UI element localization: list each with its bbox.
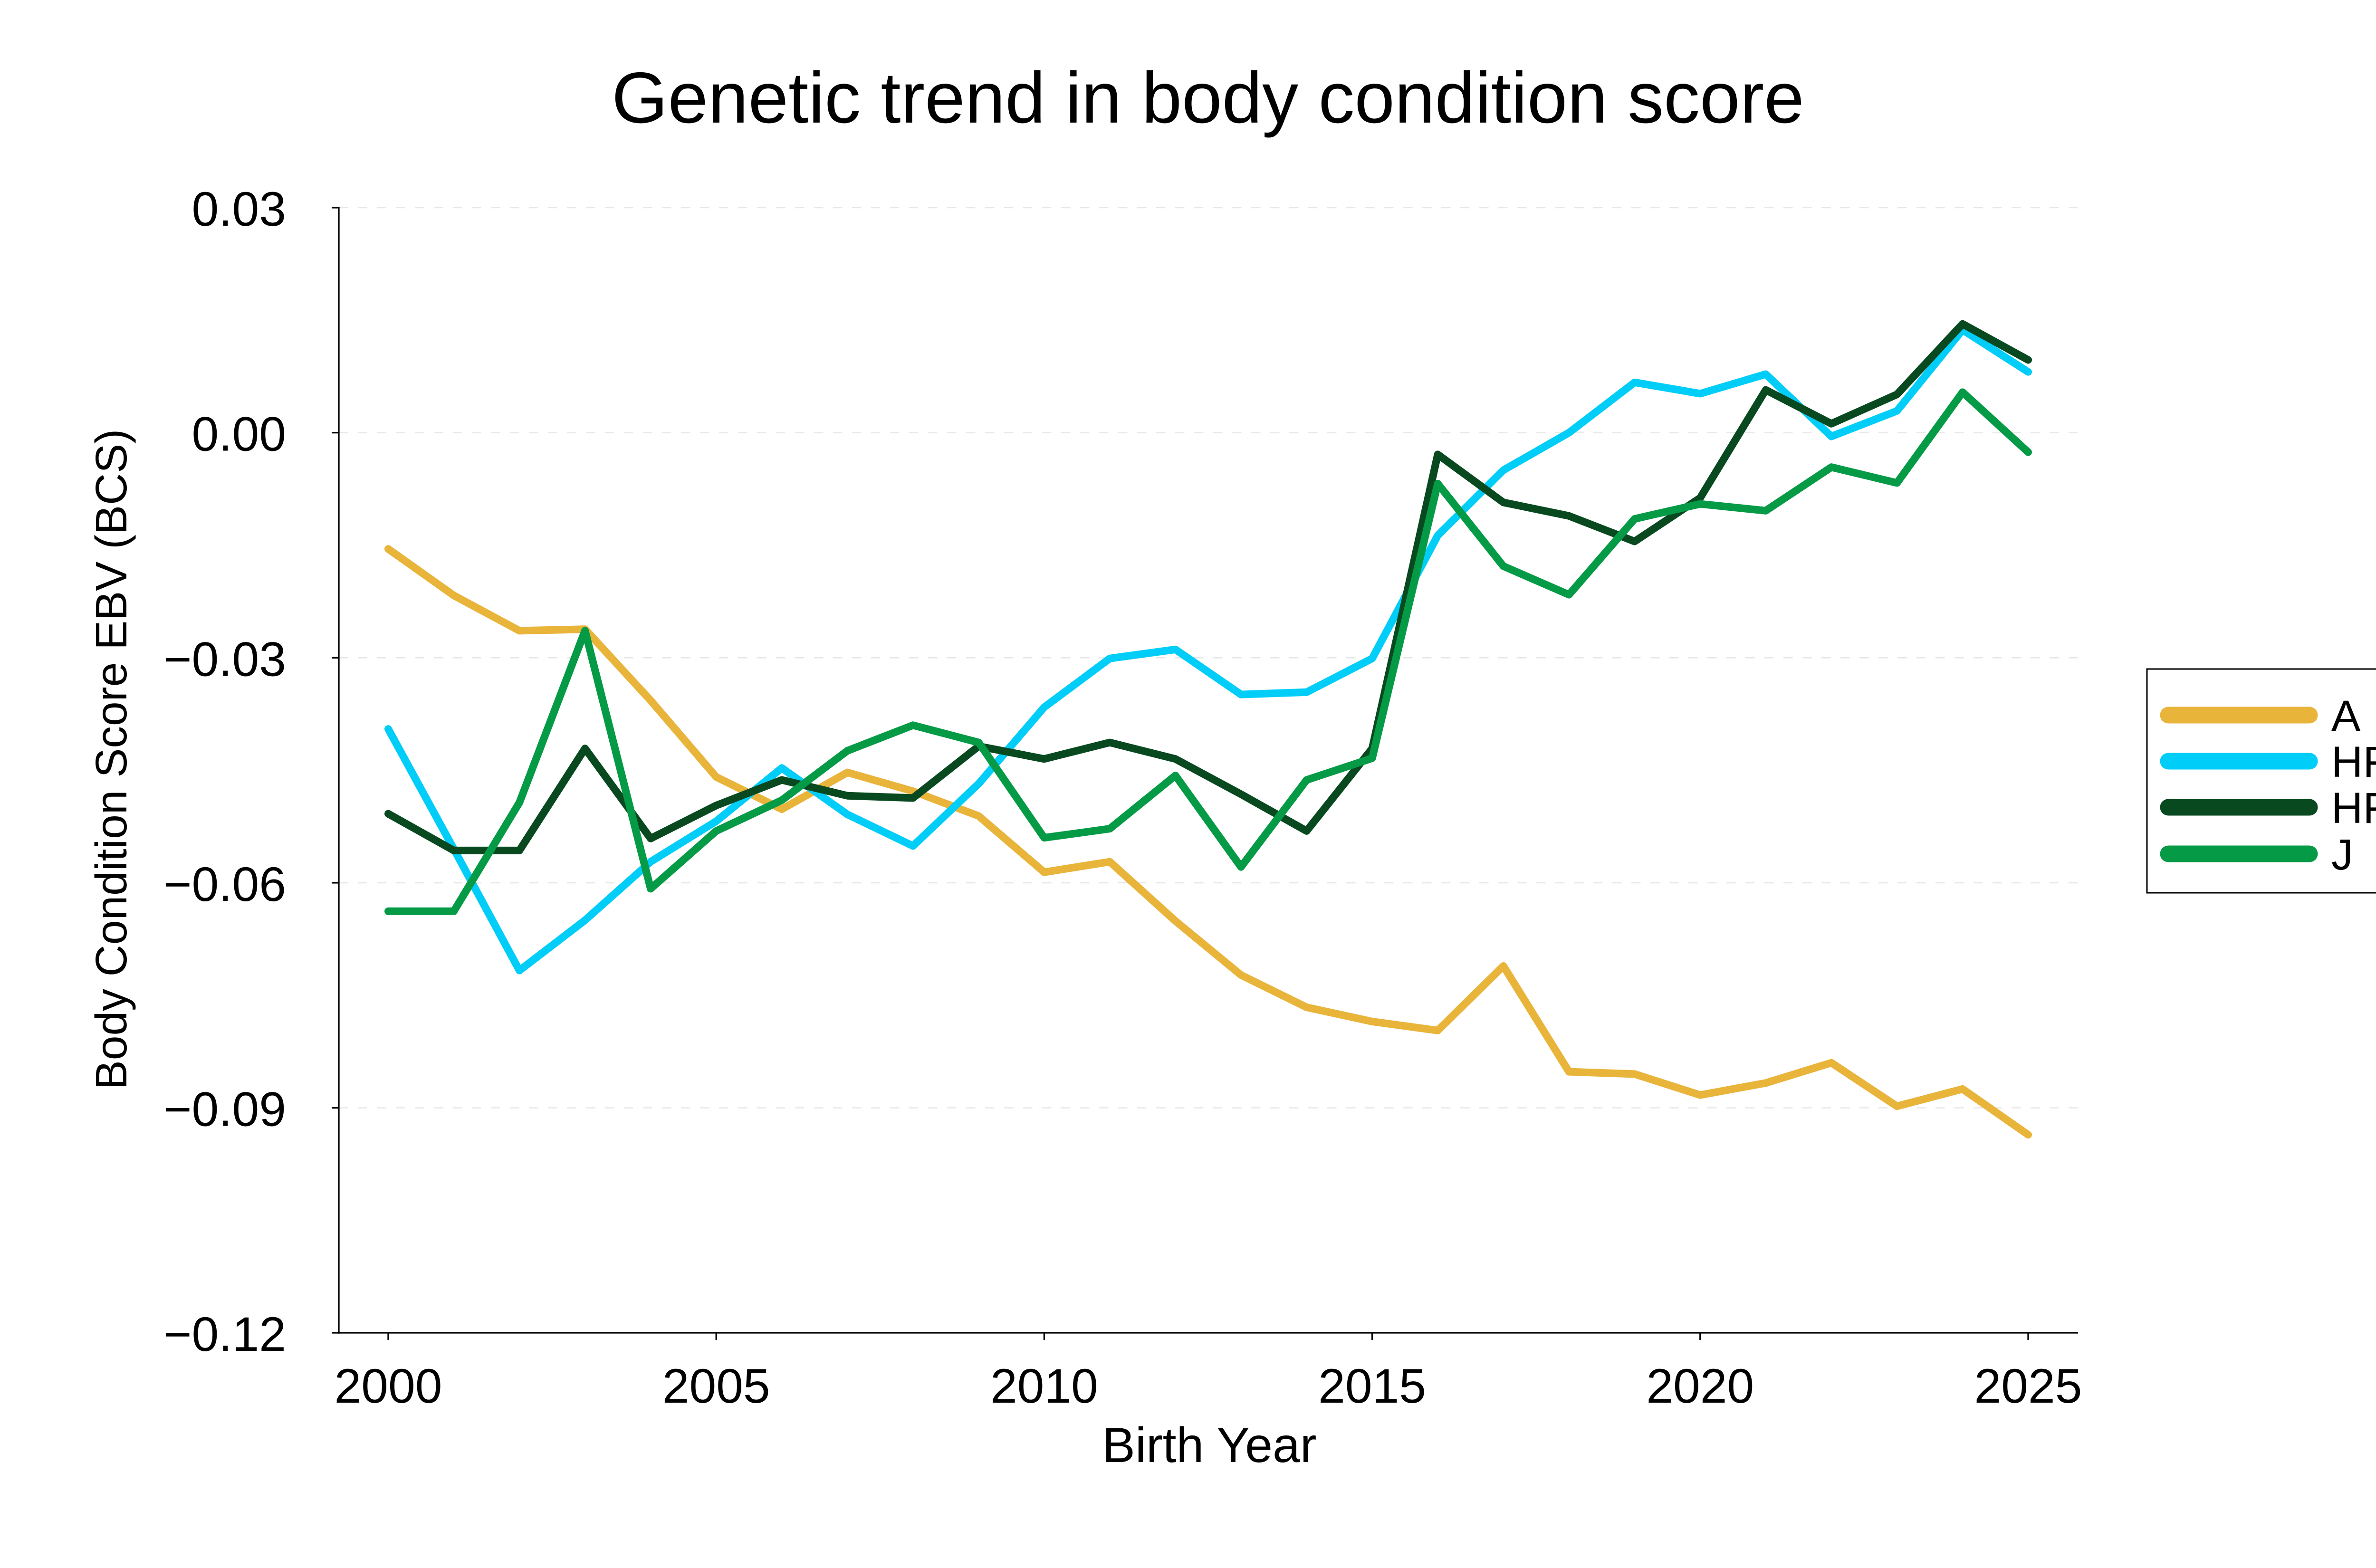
svg-text:HF: HF bbox=[2331, 738, 2376, 786]
svg-text:−0.03: −0.03 bbox=[163, 632, 286, 686]
svg-text:J: J bbox=[2331, 831, 2353, 879]
svg-text:Birth Year: Birth Year bbox=[1102, 1418, 1317, 1473]
svg-text:0.03: 0.03 bbox=[192, 182, 286, 236]
svg-text:2015: 2015 bbox=[1318, 1359, 1426, 1413]
svg-text:A: A bbox=[2331, 692, 2361, 740]
svg-text:2020: 2020 bbox=[1646, 1359, 1754, 1413]
svg-text:2005: 2005 bbox=[662, 1359, 770, 1413]
svg-text:2000: 2000 bbox=[335, 1359, 442, 1413]
svg-text:2010: 2010 bbox=[990, 1359, 1098, 1413]
svg-text:Body Condition Score EBV (BCS): Body Condition Score EBV (BCS) bbox=[86, 429, 136, 1090]
svg-text:−0.12: −0.12 bbox=[163, 1307, 286, 1361]
svg-text:0.00: 0.00 bbox=[192, 407, 286, 461]
svg-text:−0.09: −0.09 bbox=[163, 1082, 286, 1137]
svg-text:2025: 2025 bbox=[1974, 1359, 2082, 1413]
svg-text:−0.06: −0.06 bbox=[163, 857, 286, 911]
svg-text:HFJ: HFJ bbox=[2331, 784, 2376, 832]
svg-text:Genetic trend in body conditio: Genetic trend in body condition score bbox=[612, 57, 1804, 138]
